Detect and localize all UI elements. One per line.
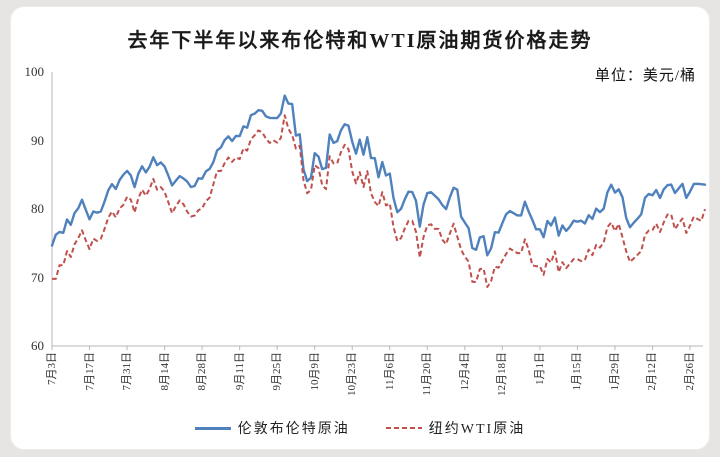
axis-lines bbox=[51, 72, 703, 347]
unit-label: 单位：美元/桶 bbox=[594, 68, 696, 84]
legend-item-wti: 纽约WTI原油 bbox=[385, 418, 526, 438]
y-axis-label: 100 bbox=[24, 64, 45, 79]
x-axis-label: 9月25日 bbox=[271, 352, 284, 391]
brent-line-sample-icon bbox=[194, 426, 231, 430]
x-axis-label: 7月17日 bbox=[83, 352, 96, 391]
x-axis-label: 10月23日 bbox=[346, 352, 359, 396]
legend-label-brent: 伦敦布伦特原油 bbox=[237, 422, 350, 437]
x-axis-label: 9月11日 bbox=[233, 352, 246, 391]
chart-legend: 伦敦布伦特原油 纽约WTI原油 bbox=[0, 417, 720, 439]
x-axis-label: 7月31日 bbox=[121, 352, 134, 391]
x-axis-label: 2月12日 bbox=[646, 352, 659, 391]
y-axis-label: 70 bbox=[31, 269, 44, 285]
x-axis-label: 8月14日 bbox=[158, 352, 171, 391]
x-axis-label: 1月29日 bbox=[608, 352, 621, 391]
x-axis-label: 10月9日 bbox=[308, 352, 321, 391]
wti-price-line bbox=[52, 114, 706, 288]
y-axis-label: 60 bbox=[31, 338, 44, 353]
chart-card bbox=[10, 6, 710, 450]
chart-title: 去年下半年以来布伦特和WTI原油期货价格走势 bbox=[127, 30, 593, 52]
y-axis-label: 80 bbox=[31, 201, 44, 216]
x-axis-label: 1月1日 bbox=[533, 352, 546, 385]
x-axis-label: 7月3日 bbox=[46, 352, 58, 385]
x-axis-label: 11月20日 bbox=[421, 352, 434, 396]
wti-line-sample-icon bbox=[385, 426, 422, 430]
x-axis-label: 12月4日 bbox=[458, 352, 471, 391]
x-axis-label: 8月28日 bbox=[196, 352, 209, 391]
legend-item-brent: 伦敦布伦特原油 bbox=[194, 418, 350, 438]
x-axis-label: 11月6日 bbox=[383, 352, 396, 391]
brent-price-line bbox=[50, 94, 707, 257]
legend-label-wti: 纽约WTI原油 bbox=[428, 422, 526, 437]
y-axis-label: 90 bbox=[31, 132, 44, 148]
x-axis-label: 2月26日 bbox=[684, 352, 696, 391]
x-axis-label: 12月18日 bbox=[496, 352, 509, 396]
x-axis-label: 1月15日 bbox=[571, 352, 584, 391]
